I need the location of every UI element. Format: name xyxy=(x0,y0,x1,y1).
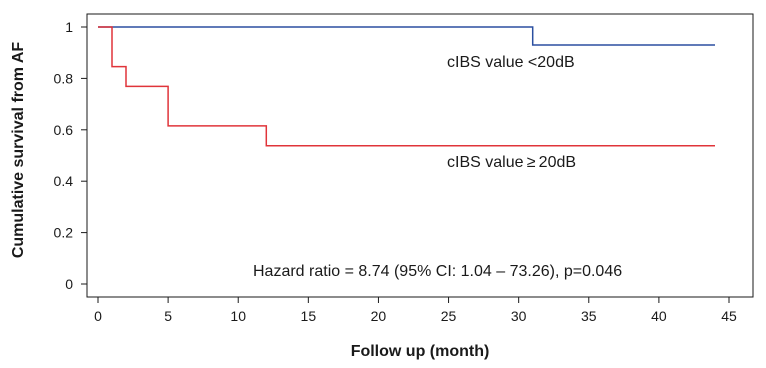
x-tick-label: 35 xyxy=(581,308,597,324)
x-tick-label: 45 xyxy=(721,308,737,324)
x-axis: 0 5 10 15 20 25 30 35 40 45 xyxy=(94,297,737,324)
series-layer xyxy=(98,26,715,147)
y-tick-label: 0.4 xyxy=(54,173,74,189)
x-tick-label: 20 xyxy=(371,308,387,324)
survival-curve-1 xyxy=(98,26,715,147)
x-axis-title: Follow up (month) xyxy=(351,343,490,360)
y-tick-label: 0.2 xyxy=(54,225,74,241)
x-tick-label: 25 xyxy=(441,308,457,324)
y-tick-label: 0 xyxy=(65,276,73,292)
hazard-ratio-annotation: Hazard ratio = 8.74 (95% CI: 1.04 – 73.2… xyxy=(253,263,622,280)
series-label-lt20: cIBS value <20dB xyxy=(447,54,575,71)
x-tick-label: 5 xyxy=(164,308,172,324)
x-tick-label: 30 xyxy=(511,308,527,324)
x-tick-label: 15 xyxy=(301,308,317,324)
y-tick-label: 0.6 xyxy=(54,122,74,138)
plot-frame xyxy=(86,13,754,298)
x-tick-label: 0 xyxy=(94,308,102,324)
x-tick-label: 10 xyxy=(230,308,246,324)
y-tick-label: 1 xyxy=(65,19,73,35)
survival-curve-0 xyxy=(98,26,715,46)
series-label-ge20: cIBS value ≥ 20dB xyxy=(447,154,576,171)
y-tick-label: 0.8 xyxy=(54,70,74,86)
y-axis: 0 0.2 0.4 0.6 0.8 1 xyxy=(54,19,87,292)
x-tick-label: 40 xyxy=(651,308,667,324)
y-axis-title: Cumulative survival from AF xyxy=(10,42,27,259)
